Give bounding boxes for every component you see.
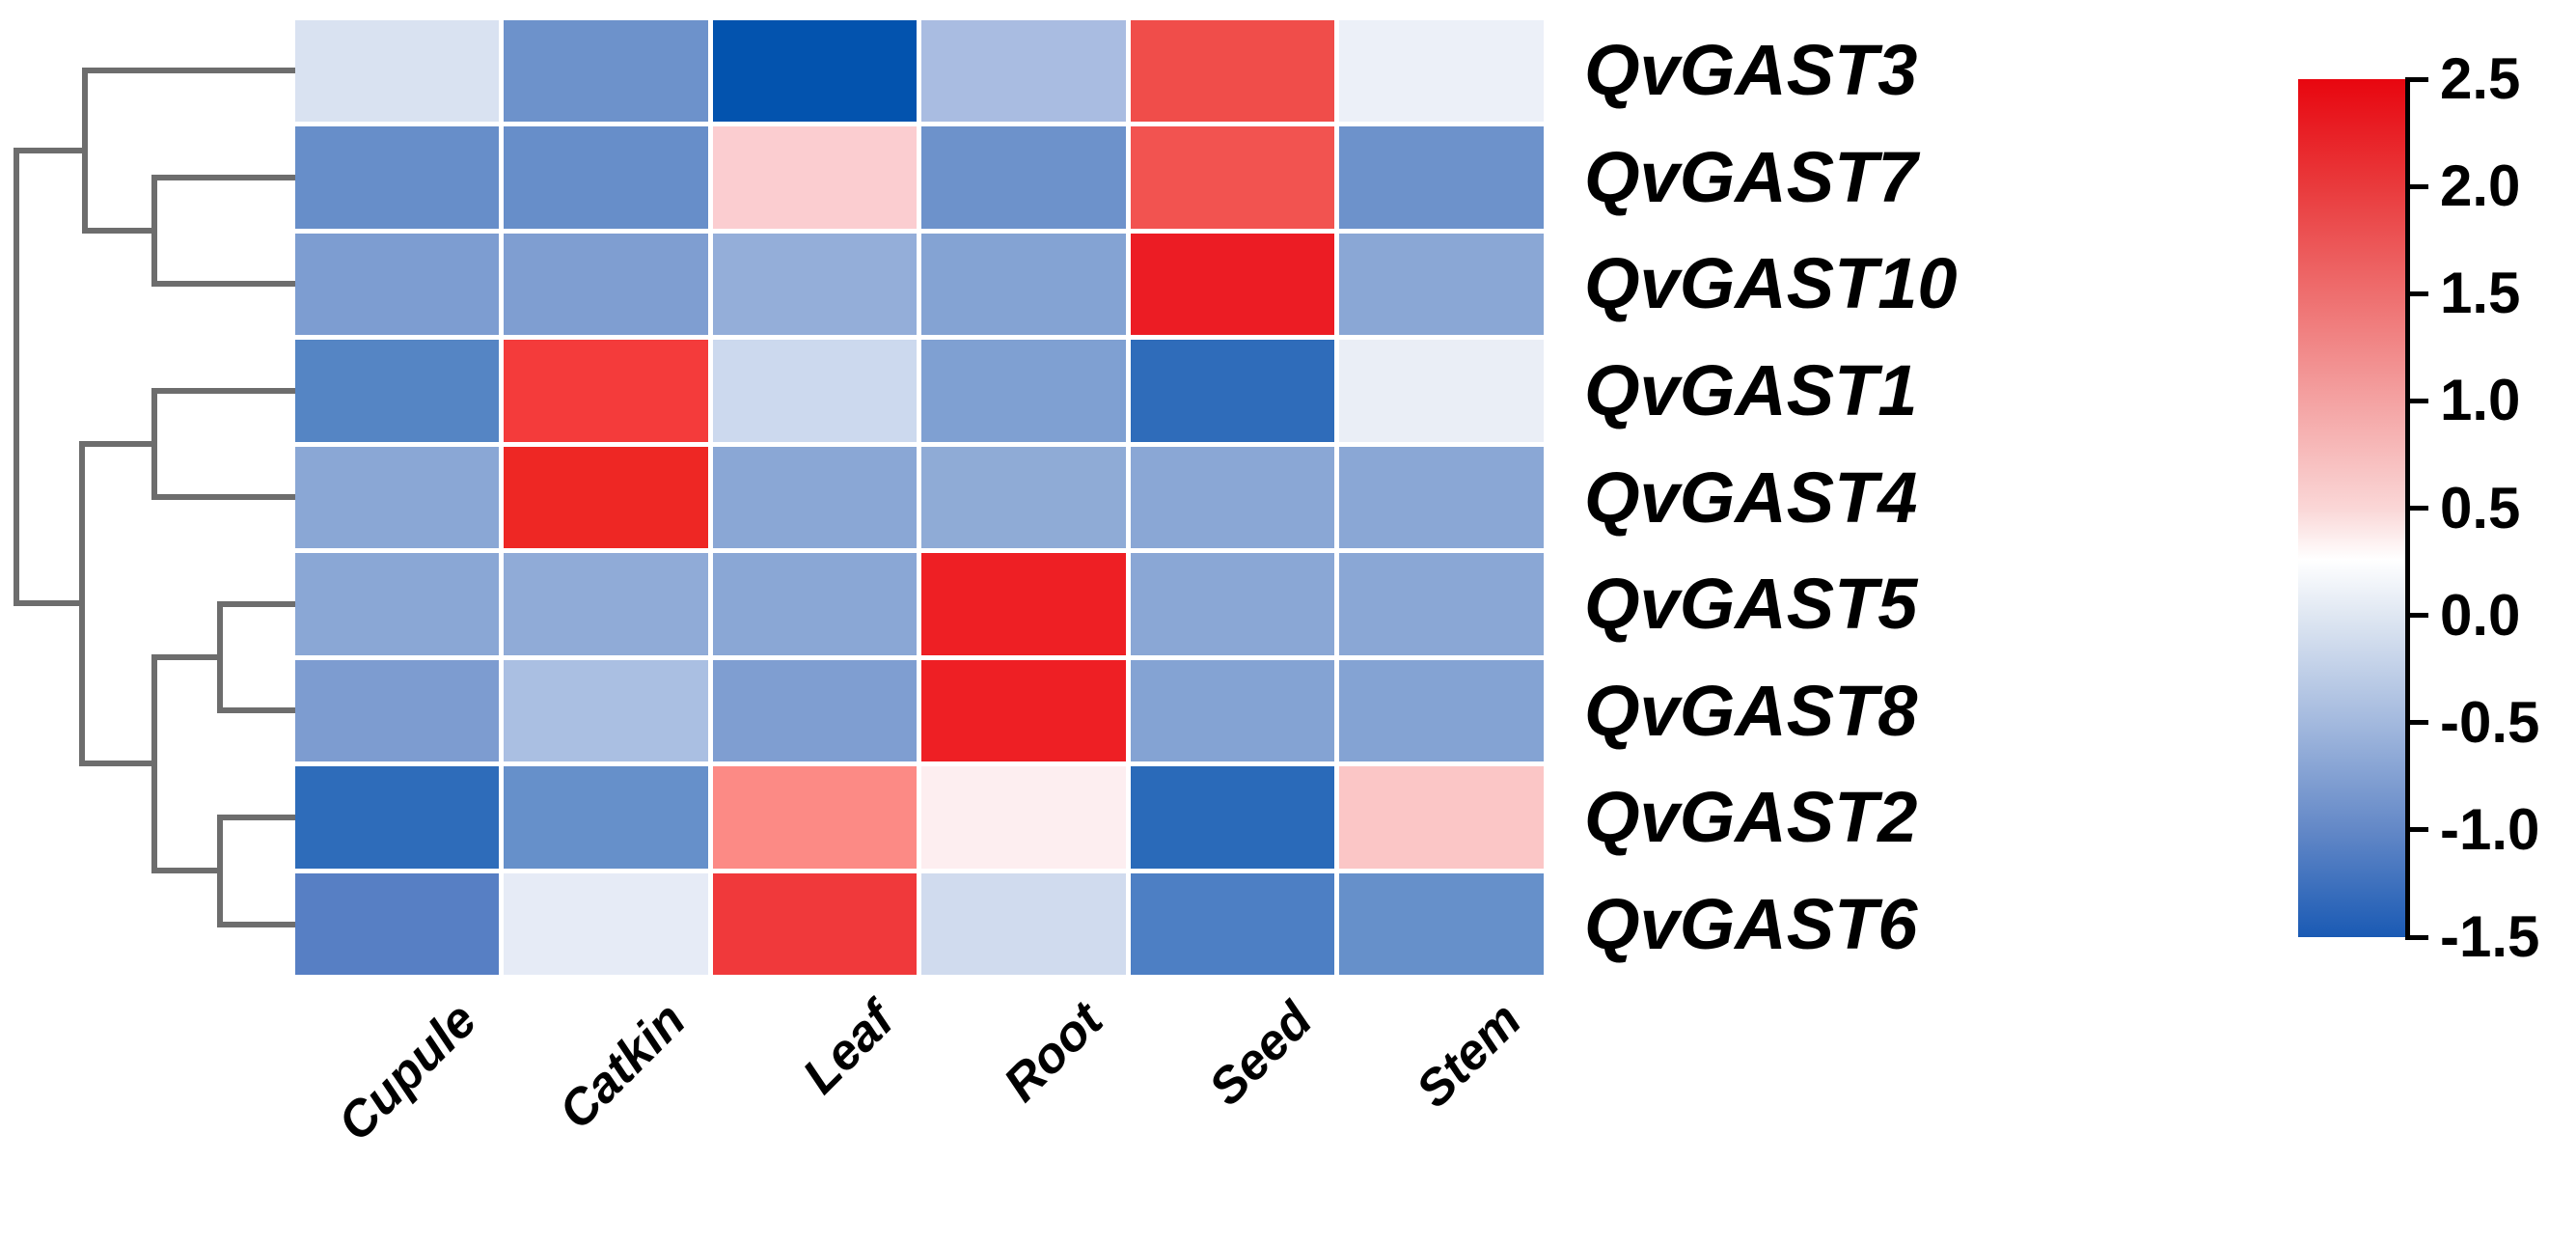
heatmap-cell-QvGAST2-Catkin <box>504 766 708 869</box>
heatmap-cell-QvGAST3-Leaf <box>712 19 917 123</box>
gene-label-QvGAST7: QvGAST7 <box>1584 136 1918 217</box>
heatmap-cell-QvGAST3-Catkin <box>504 19 708 123</box>
heatmap-cell-QvGAST7-Cupule <box>294 126 499 229</box>
heatmap-cell-QvGAST8-Leaf <box>712 659 917 762</box>
colorbar-tick-label-2.5: 2.5 <box>2440 46 2521 111</box>
heatmap-cell-QvGAST4-Root <box>921 446 1126 549</box>
gene-label-QvGAST8: QvGAST8 <box>1584 670 1918 751</box>
heatmap-cell-QvGAST1-Leaf <box>712 340 917 442</box>
heatmap-cell-QvGAST7-Catkin <box>504 126 708 229</box>
heatmap-cell-QvGAST7-Stem <box>1339 126 1544 229</box>
heatmap-cell-QvGAST5-Cupule <box>294 553 499 655</box>
colorbar-tick-label-1.0: 1.0 <box>2440 368 2521 433</box>
colorbar-tick <box>2405 183 2428 189</box>
heatmap-cell-QvGAST8-Cupule <box>294 659 499 762</box>
colorbar-tick <box>2405 720 2428 726</box>
heatmap-cell-QvGAST1-Cupule <box>294 340 499 442</box>
heatmap-cell-QvGAST4-Seed <box>1130 446 1334 549</box>
colorbar-tick-label-0.5: 0.5 <box>2440 475 2521 540</box>
gene-label-QvGAST3: QvGAST3 <box>1584 30 1918 111</box>
heatmap-cell-QvGAST2-Cupule <box>294 766 499 869</box>
colorbar-tick <box>2405 76 2428 82</box>
colorbar-tick <box>2405 827 2428 833</box>
gene-label-QvGAST2: QvGAST2 <box>1584 777 1918 858</box>
heatmap-cell-QvGAST7-Leaf <box>712 126 917 229</box>
heatmap-cell-QvGAST6-Root <box>921 872 1126 976</box>
heatmap-cell-QvGAST4-Stem <box>1339 446 1544 549</box>
heatmap-cell-QvGAST6-Stem <box>1339 872 1544 976</box>
colorbar-tick <box>2405 934 2428 940</box>
heatmap-cell-QvGAST5-Catkin <box>504 553 708 655</box>
heatmap-cell-QvGAST6-Seed <box>1130 872 1334 976</box>
heatmap-cell-QvGAST4-Cupule <box>294 446 499 549</box>
heatmap-cell-QvGAST6-Leaf <box>712 872 917 976</box>
colorbar-gradient <box>2298 79 2405 937</box>
gene-label-QvGAST4: QvGAST4 <box>1584 456 1918 538</box>
heatmap-cell-QvGAST6-Cupule <box>294 872 499 976</box>
colorbar-tick <box>2405 506 2428 511</box>
heatmap-cell-QvGAST5-Leaf <box>712 553 917 655</box>
heatmap-cell-QvGAST10-Leaf <box>712 233 917 336</box>
heatmap-cell-QvGAST2-Root <box>921 766 1126 869</box>
gene-label-QvGAST10: QvGAST10 <box>1584 243 1958 324</box>
heatmap-cell-QvGAST10-Catkin <box>504 233 708 336</box>
gene-label-QvGAST6: QvGAST6 <box>1584 883 1918 964</box>
colorbar-tick-label-1.5: 1.5 <box>2440 261 2521 326</box>
heatmap-cell-QvGAST1-Seed <box>1130 340 1334 442</box>
heatmap-cell-QvGAST7-Root <box>921 126 1126 229</box>
heatmap-cell-QvGAST3-Cupule <box>294 19 499 123</box>
heatmap-cell-QvGAST10-Seed <box>1130 233 1334 336</box>
colorbar-tick-label--1.5: -1.5 <box>2440 904 2540 969</box>
heatmap-cell-QvGAST1-Stem <box>1339 340 1544 442</box>
colorbar-tick <box>2405 613 2428 619</box>
heatmap-cell-QvGAST2-Leaf <box>712 766 917 869</box>
heatmap-cell-QvGAST8-Root <box>921 659 1126 762</box>
colorbar-tick-label--1.0: -1.0 <box>2440 796 2540 862</box>
heatmap-cell-QvGAST5-Stem <box>1339 553 1544 655</box>
heatmap-cell-QvGAST3-Seed <box>1130 19 1334 123</box>
heatmap-cell-QvGAST5-Seed <box>1130 553 1334 655</box>
heatmap-cell-QvGAST10-Stem <box>1339 233 1544 336</box>
heatmap-cell-QvGAST10-Root <box>921 233 1126 336</box>
gene-label-QvGAST1: QvGAST1 <box>1584 349 1918 430</box>
colorbar-tick-label--0.5: -0.5 <box>2440 689 2540 755</box>
heatmap-cell-QvGAST1-Catkin <box>504 340 708 442</box>
heatmap-cell-QvGAST4-Leaf <box>712 446 917 549</box>
heatmap-cell-QvGAST6-Catkin <box>504 872 708 976</box>
heatmap-cell-QvGAST7-Seed <box>1130 126 1334 229</box>
colorbar-tick-label-2.0: 2.0 <box>2440 153 2521 219</box>
heatmap-cell-QvGAST4-Catkin <box>504 446 708 549</box>
colorbar-tick-label-0.0: 0.0 <box>2440 582 2521 648</box>
heatmap-cell-QvGAST10-Cupule <box>294 233 499 336</box>
heatmap-cell-QvGAST8-Catkin <box>504 659 708 762</box>
gene-label-QvGAST5: QvGAST5 <box>1584 564 1918 645</box>
colorbar-tick <box>2405 398 2428 403</box>
heatmap-cell-QvGAST5-Root <box>921 553 1126 655</box>
heatmap-cell-QvGAST8-Stem <box>1339 659 1544 762</box>
heatmap-cell-QvGAST3-Root <box>921 19 1126 123</box>
heatmap-cell-QvGAST2-Seed <box>1130 766 1334 869</box>
heatmap-cell-QvGAST1-Root <box>921 340 1126 442</box>
heatmap-cell-QvGAST3-Stem <box>1339 19 1544 123</box>
heatmap-cell-QvGAST2-Stem <box>1339 766 1544 869</box>
colorbar-tick <box>2405 290 2428 296</box>
heatmap-cell-QvGAST8-Seed <box>1130 659 1334 762</box>
